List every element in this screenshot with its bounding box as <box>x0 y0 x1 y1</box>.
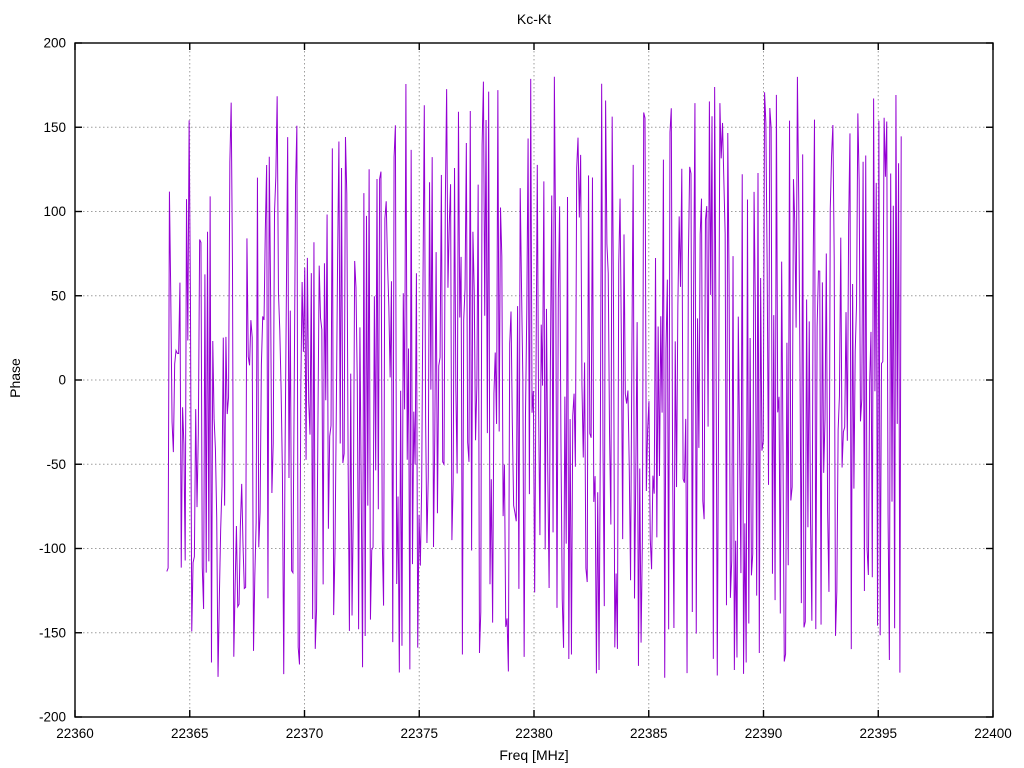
y-tick-label: 50 <box>51 288 66 303</box>
series-layer <box>166 76 902 678</box>
x-tick-label: 22360 <box>56 726 94 741</box>
y-tick-label: 0 <box>58 373 66 388</box>
chart-title: Kc-Kt <box>517 11 551 27</box>
x-tick-label: 22395 <box>859 726 897 741</box>
x-tick-label: 22390 <box>745 726 783 741</box>
phase-series-line <box>166 76 902 678</box>
y-tick-label: 150 <box>43 120 66 135</box>
x-tick-label: 22375 <box>400 726 438 741</box>
x-tick-label: 22400 <box>974 726 1012 741</box>
x-tick-label: 22380 <box>515 726 553 741</box>
y-tick-label: 200 <box>43 36 66 51</box>
x-tick-label: 22365 <box>171 726 209 741</box>
x-tick-label: 22385 <box>630 726 668 741</box>
tick-label-layer: 22360 22365 22370 22375 22380 22385 22390 22395… <box>39 36 1012 742</box>
x-axis-label: Freq [MHz] <box>499 747 568 763</box>
y-tick-label: -100 <box>39 541 66 556</box>
y-tick-label: -50 <box>46 457 66 472</box>
y-axis-label: Phase <box>7 358 23 398</box>
plot-border <box>74 42 994 718</box>
y-tick-label: -200 <box>39 710 66 725</box>
y-tick-label: 100 <box>43 204 66 219</box>
x-tick-label: 22370 <box>286 726 324 741</box>
y-tick-label: -150 <box>39 625 66 640</box>
